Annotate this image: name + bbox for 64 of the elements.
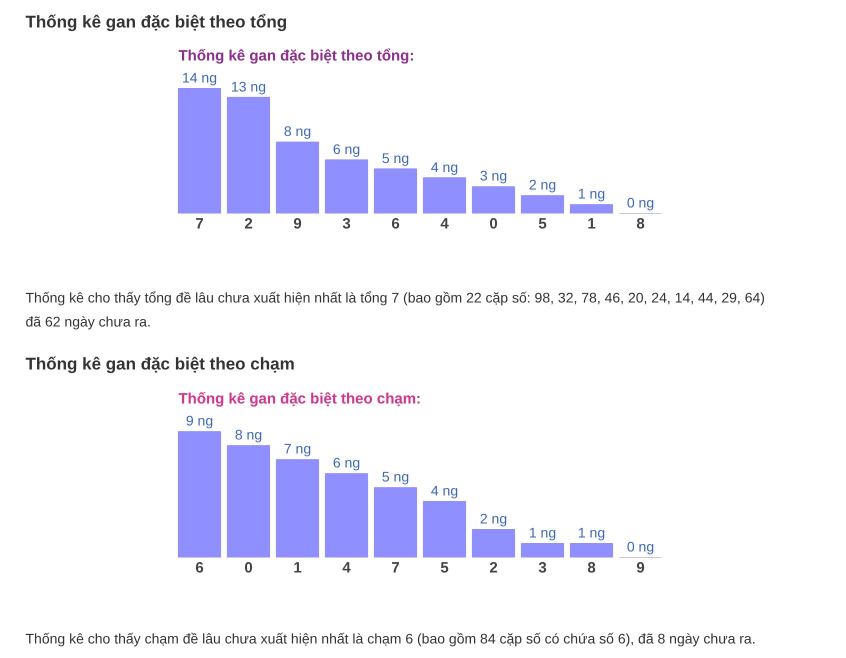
data-label: 1 ng <box>578 524 606 541</box>
data-label: 14 ng <box>182 70 218 86</box>
data-label: 5 ng <box>382 468 410 485</box>
data-label: 1 ng <box>528 524 556 541</box>
bar <box>422 501 466 558</box>
bar <box>570 543 614 558</box>
chart-subtitle: Thống kê gan đặc biệt theo tổng: <box>178 48 414 64</box>
x-tick-label: 6 <box>391 216 400 232</box>
x-tick-label: 4 <box>342 560 352 576</box>
data-label: 6 ng <box>332 454 360 471</box>
bar <box>520 543 564 558</box>
x-tick-label: 9 <box>293 216 302 232</box>
text: Thống kê cho thấy chạm đề lâu chưa xuất hiện nhất là chạm 6 (bao gồm 84 cặp số có chứa số 6), đã 8 ngày chưa ra. <box>26 630 756 646</box>
bar <box>178 88 222 214</box>
x-tick-label: 7 <box>195 216 204 232</box>
x-tick-label: 0 <box>489 216 498 232</box>
data-label: 4 ng <box>430 158 458 175</box>
bar <box>520 195 564 214</box>
x-tick-label: 6 <box>195 560 204 576</box>
x-tick-label: 9 <box>636 560 645 576</box>
x-tick-label: 4 <box>440 216 450 232</box>
chart-title: Thống kê gan đặc biệt theo tổng <box>26 12 288 32</box>
data-label: 1 ng <box>578 186 606 202</box>
x-tick-label: 5 <box>440 560 449 576</box>
bar <box>178 431 222 558</box>
data-label: 5 ng <box>382 150 410 166</box>
bar <box>226 96 270 214</box>
data-label: 9 ng <box>186 412 214 429</box>
x-tick-label: 8 <box>636 216 645 232</box>
data-label: 0 ng <box>626 538 654 554</box>
bar <box>276 459 320 558</box>
data-label: 6 ng <box>332 140 360 157</box>
data-label: 13 ng <box>230 78 266 94</box>
x-tick-label: 5 <box>538 216 547 232</box>
data-label: 0 ng <box>626 194 654 210</box>
data-label: 2 ng <box>528 176 556 193</box>
chart-title: Thống kê gan đặc biệt theo chạm <box>26 354 295 374</box>
bar <box>374 487 418 558</box>
data-label: 7 ng <box>284 440 312 457</box>
bar <box>276 142 320 214</box>
bar <box>324 473 368 558</box>
x-tick-label: 0 <box>244 560 253 576</box>
x-tick-label: 2 <box>244 216 253 232</box>
bar <box>374 168 418 214</box>
data-label: 8 ng <box>284 123 312 140</box>
text: Thống kê cho thấy tổng đề lâu chưa xuất hiện nhất là tổng 7 (bao gồm 22 cặp số: 98, 32, 78, 46, 20, 24, 14, 44, 29, 64) đã 62 ngày chưa ra. <box>26 290 765 330</box>
x-tick-label: 3 <box>538 560 547 576</box>
bar <box>422 177 466 214</box>
x-tick-label: 2 <box>489 560 498 576</box>
x-tick-label: 7 <box>391 560 400 576</box>
data-label: 8 ng <box>234 426 262 443</box>
x-tick-label: 1 <box>587 216 596 232</box>
bar <box>472 186 516 214</box>
x-tick-label: 3 <box>342 216 351 232</box>
bar <box>226 445 270 558</box>
data-label: 3 ng <box>480 168 508 184</box>
x-tick-label: 8 <box>587 560 596 576</box>
x-tick-label: 1 <box>293 560 302 576</box>
data-label: 4 ng <box>430 482 458 499</box>
bar <box>570 204 614 214</box>
bar <box>472 529 516 558</box>
bar <box>324 159 368 214</box>
chart-subtitle: Thống kê gan đặc biệt theo chạm: <box>178 390 422 408</box>
data-label: 2 ng <box>480 510 508 527</box>
